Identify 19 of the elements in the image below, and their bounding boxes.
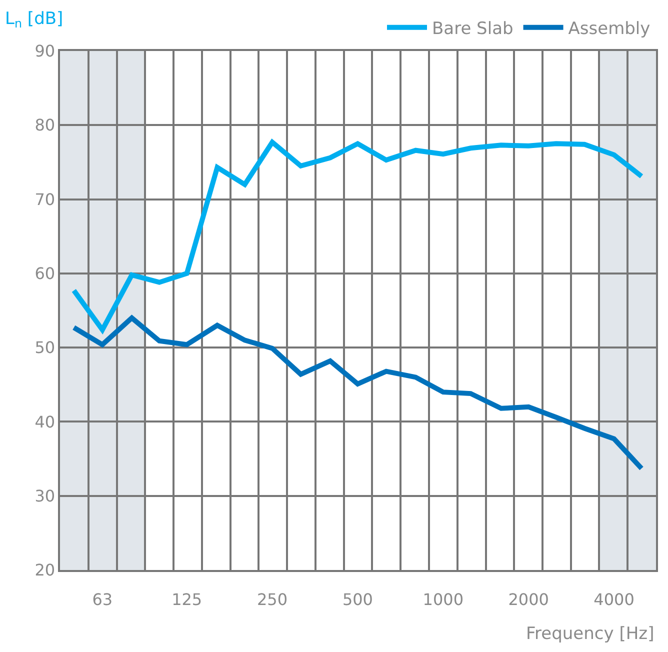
y-tick-label: 70 (34, 190, 56, 209)
y-tick-label: 40 (34, 412, 56, 432)
x-tick-label: 500 (342, 590, 373, 609)
x-axis-title: Frequency [Hz] (526, 624, 654, 644)
y-tick-label: 20 (34, 560, 56, 580)
y-tick-label: 60 (34, 264, 56, 284)
legend-label: Bare Slab (432, 18, 514, 39)
x-tick-label: 250 (256, 590, 288, 609)
x-tick-label: 63 (92, 590, 113, 609)
y-tick-label: 50 (34, 338, 56, 358)
legend-label: Assembly (568, 18, 650, 39)
x-tick-label: 1000 (422, 590, 464, 609)
y-axis-title: L$_{n}$ [dB] (5, 9, 64, 31)
y-tick-label: 80 (34, 116, 56, 135)
y-tick-label: 30 (34, 486, 56, 506)
x-tick-label: 4000 (594, 590, 634, 609)
x-tick-label: 2000 (508, 590, 549, 609)
x-tick-label: 125 (172, 590, 202, 609)
y-tick-label: 90 (34, 42, 56, 61)
